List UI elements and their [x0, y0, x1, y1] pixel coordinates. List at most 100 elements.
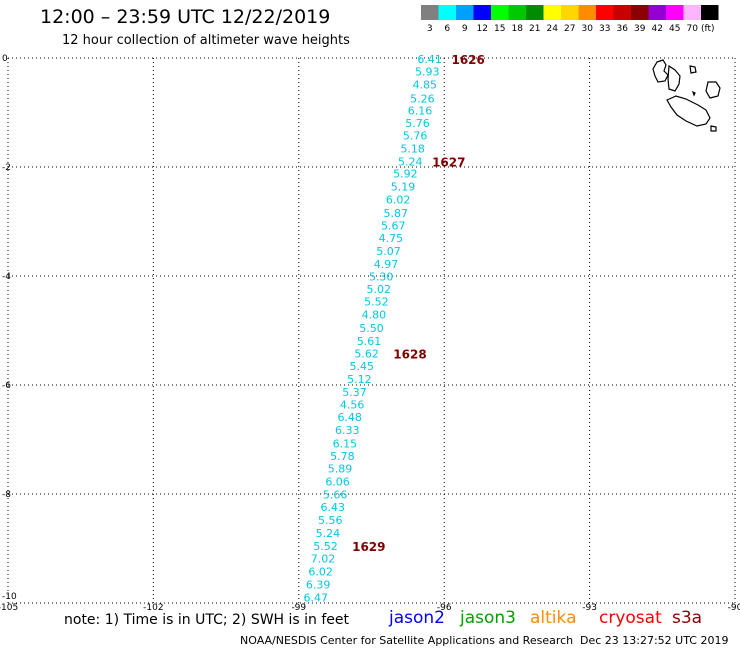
wave-height-value: 5.24: [316, 527, 341, 540]
island-coastline: [666, 95, 711, 127]
legend-swatch: [596, 5, 614, 20]
wave-height-value: 5.02: [367, 283, 392, 296]
wave-height-value: 5.76: [405, 117, 430, 130]
pass-time-label: 1627: [432, 156, 465, 170]
wave-height-value: 5.52: [364, 296, 389, 309]
wave-height-value: 5.92: [393, 168, 418, 181]
legend-swatch: [491, 5, 509, 20]
legend-swatch: [421, 5, 439, 20]
legend-swatch: [473, 5, 491, 20]
credit-line: NOAA/NESDIS Center for Satellite Applica…: [240, 634, 574, 647]
legend-label: 3: [427, 24, 433, 34]
legend-label: 15: [494, 24, 505, 34]
legend-swatch: [438, 5, 456, 20]
lon-tick-label: -102: [143, 603, 163, 612]
wave-height-value: 5.76: [403, 129, 428, 142]
wave-height-value: 6.43: [320, 501, 345, 514]
wave-height-value: 6.33: [335, 424, 360, 437]
wave-height-value: 4.97: [374, 258, 399, 271]
wave-height-value: 6.16: [408, 104, 433, 117]
legend-label: 21: [529, 24, 540, 34]
island-coastline: [689, 65, 697, 74]
legend-swatch: [683, 5, 701, 20]
galapagos-islands: [652, 59, 721, 132]
lon-tick-label: -105: [0, 603, 18, 612]
wave-height-value: 5.89: [328, 462, 353, 475]
pass-time-label: 1626: [451, 53, 484, 67]
wave-height-value: 5.12: [347, 373, 372, 386]
wave-height-value: 5.19: [391, 181, 416, 194]
island-coastline: [710, 125, 717, 132]
island-coastline: [667, 64, 681, 92]
legend-swatch: [561, 5, 579, 20]
gridlines: [7, 57, 736, 604]
lat-tick-label: -6: [2, 381, 11, 391]
island-coastline: [705, 81, 721, 99]
pass-time-label: 1629: [352, 540, 385, 554]
lon-tick-label: -90: [728, 603, 740, 612]
island-coastline: [691, 90, 696, 97]
map-subtitle: 12 hour collection of altimeter wave hei…: [62, 33, 350, 48]
satellite-altika: altika: [530, 608, 577, 628]
island-coastline: [652, 59, 669, 83]
legend-label: 70: [687, 24, 699, 34]
wave-height-value: 4.85: [413, 79, 438, 92]
wave-height-value: 5.61: [357, 335, 382, 348]
wave-height-value: 5.45: [350, 360, 375, 373]
wave-height-value: 6.15: [333, 437, 358, 450]
wave-height-value: 6.39: [306, 578, 331, 591]
legend-swatch: [701, 5, 719, 20]
legend-swatch: [631, 5, 649, 20]
legend-swatch: [508, 5, 526, 20]
wave-height-value: 6.48: [337, 411, 362, 424]
lat-tick-label: -8: [2, 490, 11, 500]
wave-height-value: 4.80: [362, 309, 387, 322]
wave-height-value: 5.18: [400, 142, 425, 155]
legend-label: 36: [617, 24, 629, 34]
wave-height-value: 4.75: [379, 232, 404, 245]
wave-height-value: 7.02: [311, 552, 336, 565]
wave-height-value: 5.07: [376, 245, 401, 258]
wave-height-value: 5.56: [318, 514, 343, 527]
legend-label: 27: [564, 24, 575, 34]
lat-tick-label: -4: [2, 272, 11, 282]
legend-label: 9: [462, 24, 468, 34]
legend-unit: (ft): [701, 24, 715, 34]
legend-label: 33: [599, 24, 610, 34]
generation-timestamp: Dec 23 13:27:52 UTC 2019: [580, 634, 729, 647]
wave-height-map: -105 -102 -99 -96 -93 -90 0 -2 -4 -6 -8 -10 6.415.93…: [0, 53, 740, 612]
wave-height-value: 5.26: [410, 92, 435, 105]
satellite-cryosat: cryosat: [599, 608, 662, 628]
legend-swatch: [578, 5, 596, 20]
legend-label: 30: [582, 24, 594, 34]
color-scale-legend: 3 6 9 12 15 18 21 24 27 30 33 36 39 42 45 70 (ft): [421, 5, 719, 34]
wave-height-value: 6.06: [325, 475, 350, 488]
wave-height-value: 6.47: [304, 592, 329, 605]
legend-label: 6: [444, 24, 450, 34]
wave-height-value: 5.93: [415, 66, 440, 79]
wave-height-value: 6.41: [417, 53, 442, 66]
legend-swatch: [648, 5, 666, 20]
pass-time-label: 1628: [393, 347, 426, 361]
footnote: note: 1) Time is in UTC; 2) SWH is in fe…: [64, 612, 350, 628]
lat-tick-label: -10: [2, 592, 17, 602]
wave-height-value: 5.37: [342, 386, 367, 399]
satellite-jason3: jason3: [460, 608, 516, 628]
legend-label: 39: [634, 24, 646, 34]
wave-height-value: 5.66: [323, 489, 348, 502]
legend-label: 45: [669, 24, 680, 34]
wave-height-value: 5.30: [369, 271, 394, 284]
wave-height-value: 4.56: [340, 399, 365, 412]
legend-label: 18: [512, 24, 524, 34]
satellite-s3a: s3a: [672, 608, 703, 628]
legend-label: 24: [547, 24, 559, 34]
lon-tick-label: -96: [437, 603, 452, 612]
legend-swatch: [526, 5, 544, 20]
wave-height-value: 5.50: [359, 322, 384, 335]
wave-height-value: 5.24: [398, 156, 423, 169]
legend-swatch: [456, 5, 474, 20]
legend-swatch: [666, 5, 684, 20]
legend-swatch: [613, 5, 631, 20]
wave-height-value: 6.02: [386, 194, 411, 207]
wave-height-value: 5.62: [354, 347, 379, 360]
